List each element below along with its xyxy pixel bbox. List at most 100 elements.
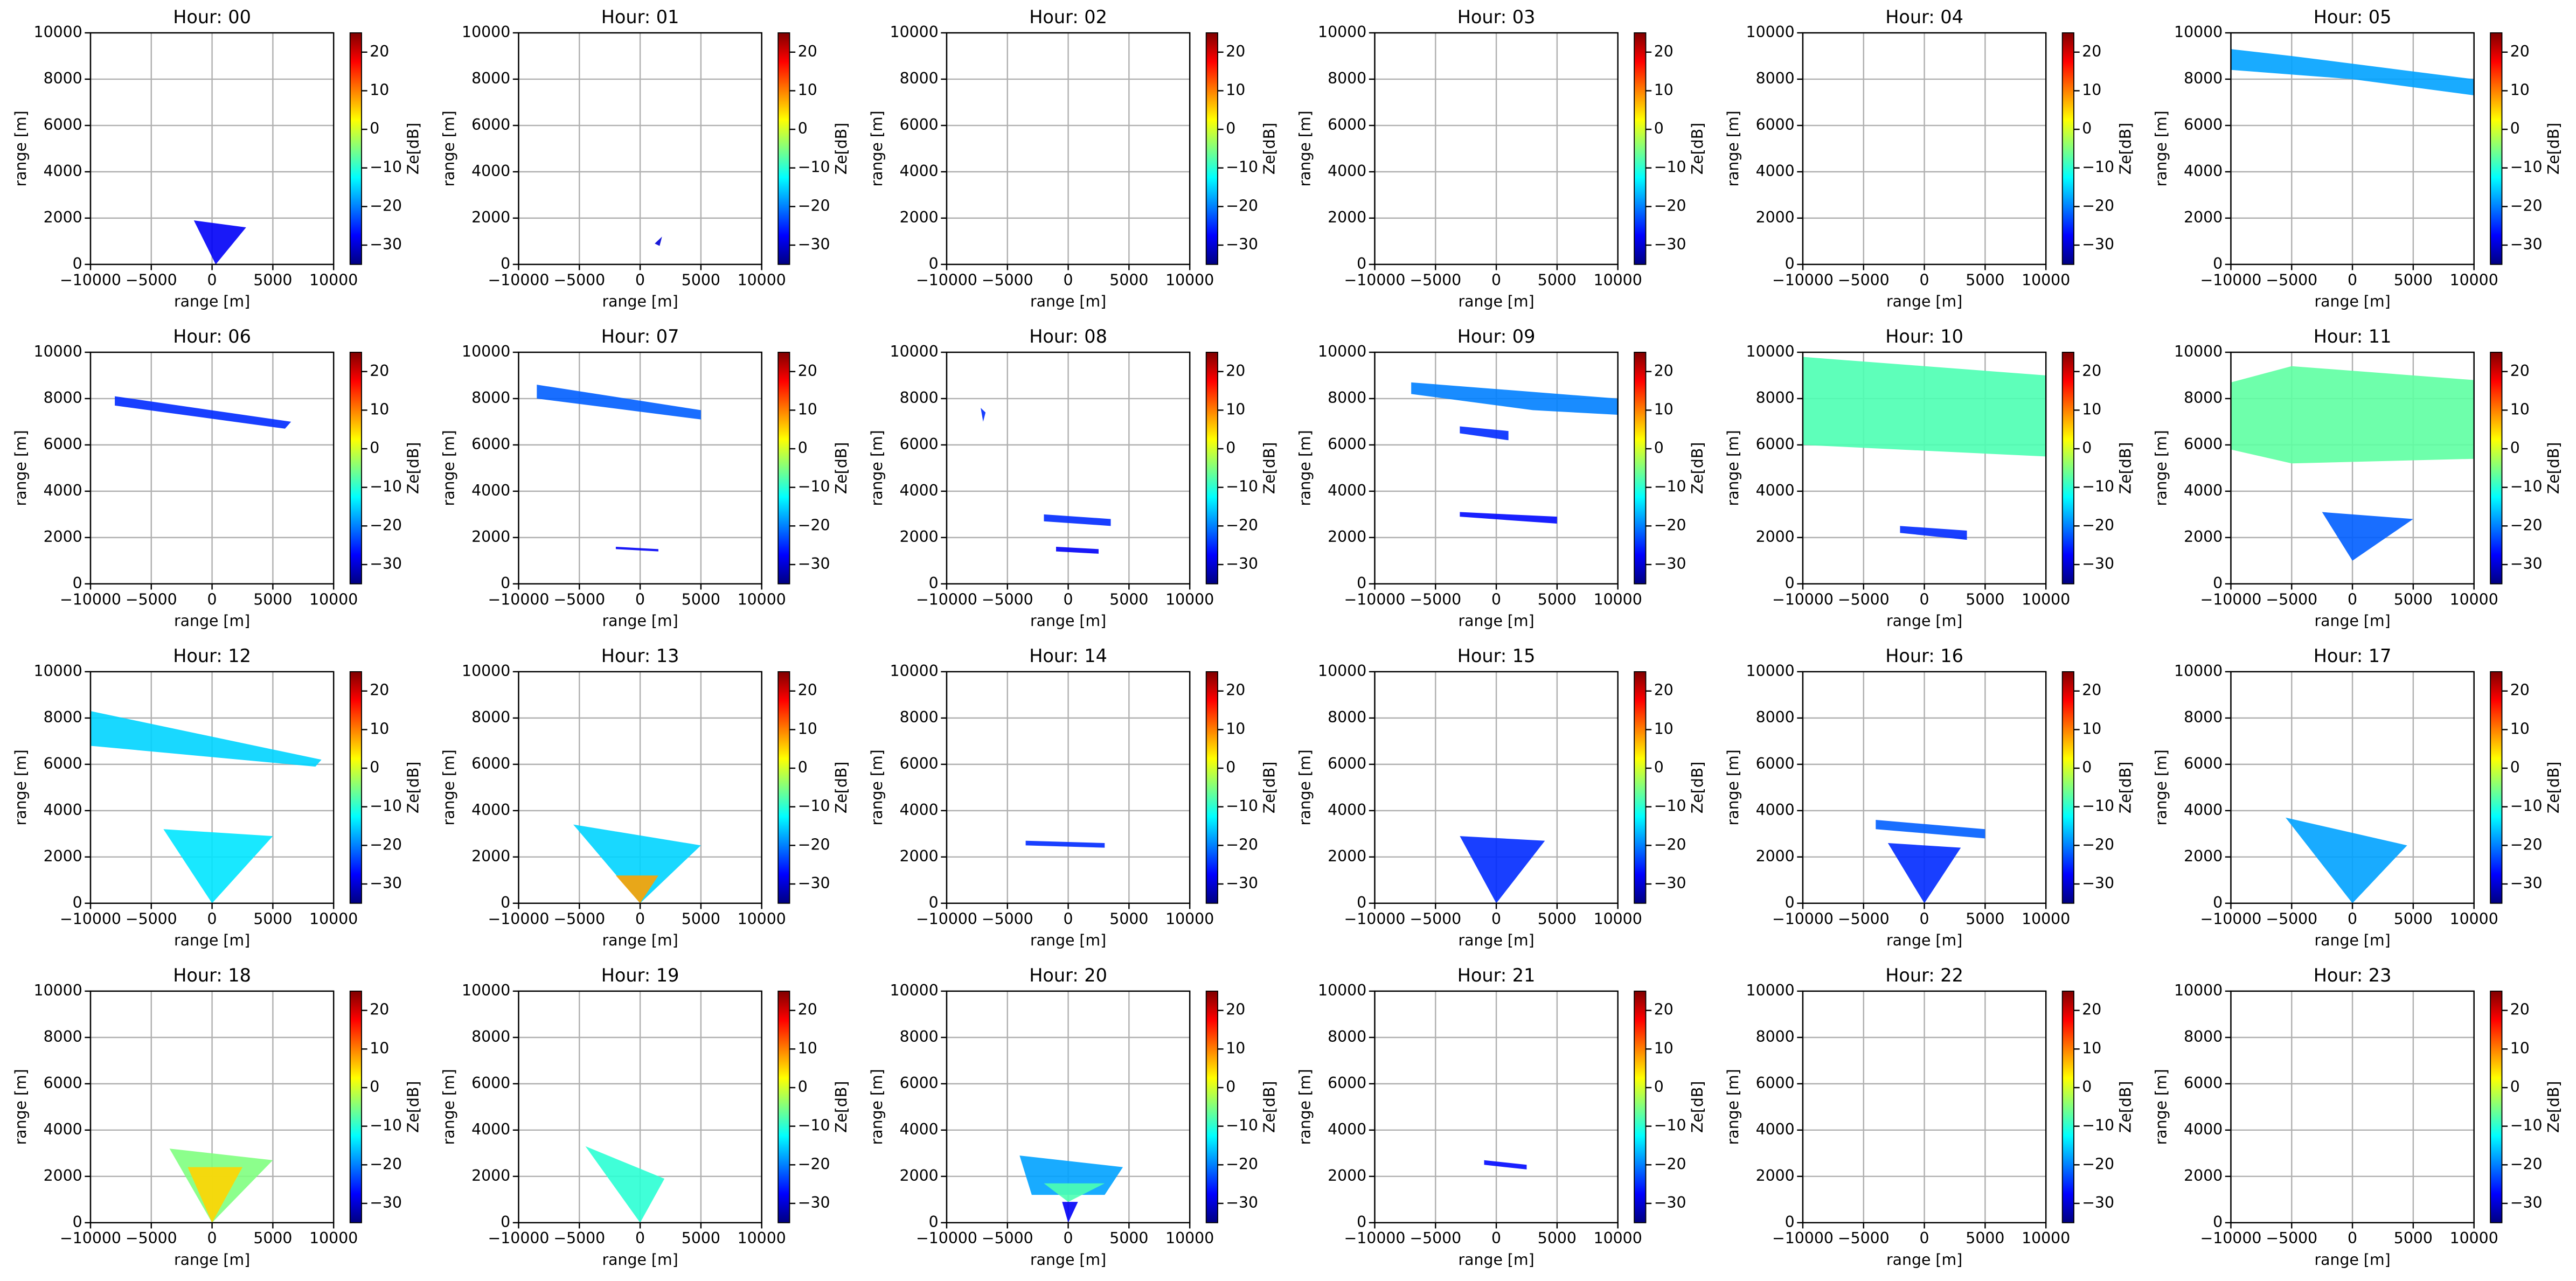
x-tick-label: 10000 xyxy=(2450,910,2498,928)
colorbar xyxy=(2490,671,2503,904)
colorbar-tick-label: −10 xyxy=(1654,797,1686,815)
axes-frame xyxy=(946,671,1191,904)
y-tick-label: 4000 xyxy=(900,482,939,499)
x-axis-label: range [m] xyxy=(1886,1251,1962,1269)
y-axis-label: range [m] xyxy=(440,749,457,825)
x-tick-label: −5000 xyxy=(2266,910,2317,928)
subplot-title: Hour: 02 xyxy=(1029,6,1107,27)
x-tick-label: 5000 xyxy=(1966,1229,2004,1247)
x-tick-label: 5000 xyxy=(253,590,292,608)
y-tick-label: 0 xyxy=(2213,894,2223,911)
x-tick-label: 10000 xyxy=(2450,590,2498,608)
subplot: −10000 −5000 0 5000 100000200040006000800010… xyxy=(1296,965,1706,1269)
x-tick-label: −5000 xyxy=(553,271,605,289)
y-tick-label: 4000 xyxy=(471,1120,510,1138)
echo xyxy=(1460,836,1545,903)
x-tick-label: 10000 xyxy=(738,1229,786,1247)
colorbar-tick-label: 10 xyxy=(370,400,389,418)
axes-frame xyxy=(2230,990,2475,1223)
y-axis-label: range [m] xyxy=(868,1069,886,1145)
colorbar-tick-label: −30 xyxy=(370,555,402,573)
subplot-title: Hour: 06 xyxy=(173,326,251,347)
colorbar-tick-label: 10 xyxy=(1226,1039,1245,1057)
colorbar-tick-label: 10 xyxy=(798,400,817,418)
echo xyxy=(2231,366,2474,464)
echo xyxy=(1025,840,1105,848)
x-tick-label: 0 xyxy=(1064,1229,1073,1247)
x-tick-label: −5000 xyxy=(553,590,605,608)
axes-frame xyxy=(1374,32,1619,266)
y-tick-label: 10000 xyxy=(1746,662,1795,680)
subplot: −10000 −5000 0 5000 100000200040006000800010… xyxy=(1296,6,1706,310)
y-tick-label: 6000 xyxy=(1328,435,1366,453)
subplot: −10000 −5000 0 5000 100000200040006000800010… xyxy=(2152,965,2563,1269)
colorbar-tick-label: 20 xyxy=(2510,1001,2530,1019)
y-tick-label: 8000 xyxy=(2184,708,2223,726)
colorbar-tick-label: −20 xyxy=(370,1155,402,1173)
y-tick-label: 4000 xyxy=(900,162,939,180)
subplot-title: Hour: 13 xyxy=(601,645,679,666)
colorbar-label: Ze[dB] xyxy=(405,442,422,494)
colorbar-tick-label: 20 xyxy=(1654,1001,1674,1019)
colorbar-tick-label: −20 xyxy=(2082,197,2114,214)
colorbar-tick-label: 10 xyxy=(2510,720,2530,737)
y-tick-label: 2000 xyxy=(1328,528,1366,546)
x-tick-label: 5000 xyxy=(1538,910,1577,928)
subplot: −10000 −5000 0 5000 100000200040006000800010… xyxy=(1296,326,1706,630)
y-tick-label: 2000 xyxy=(2184,528,2223,546)
y-tick-label: 10000 xyxy=(34,981,82,999)
colorbar-label: Ze[dB] xyxy=(405,762,422,813)
y-axis-label: range [m] xyxy=(1296,749,1314,825)
y-axis-label: range [m] xyxy=(1724,749,1742,825)
colorbar-tick-label: −30 xyxy=(798,555,830,573)
subplot-title: Hour: 19 xyxy=(601,965,679,986)
colorbar-tick-label: −20 xyxy=(1226,1155,1258,1173)
x-axis-label: range [m] xyxy=(1886,293,1962,310)
x-tick-label: 0 xyxy=(1920,271,1929,289)
colorbar-tick-label: 20 xyxy=(2082,43,2101,60)
axes-frame xyxy=(1374,990,1619,1223)
x-tick-label: −10000 xyxy=(1344,590,1406,608)
colorbar xyxy=(2061,352,2074,584)
echo xyxy=(615,547,658,552)
colorbar xyxy=(1205,671,1218,904)
subplot-title: Hour: 08 xyxy=(1029,326,1107,347)
y-tick-label: 10000 xyxy=(890,981,939,999)
axes-frame xyxy=(89,990,335,1223)
colorbar-tick-label: −20 xyxy=(798,197,830,214)
colorbar-tick-label: −30 xyxy=(1226,1194,1258,1212)
colorbar-tick-label: 10 xyxy=(798,1039,817,1057)
subplot: −10000 −5000 0 5000 100000200040006000800010… xyxy=(12,645,422,949)
y-tick-label: 8000 xyxy=(2184,1028,2223,1046)
x-axis-label: range [m] xyxy=(2314,612,2390,630)
x-axis-label: range [m] xyxy=(602,612,678,630)
y-axis-label: range [m] xyxy=(440,1069,457,1145)
colorbar-tick-label: −20 xyxy=(1654,836,1686,853)
y-tick-label: 2000 xyxy=(1756,528,1795,546)
colorbar-label: Ze[dB] xyxy=(1261,123,1279,175)
subplot-title: Hour: 14 xyxy=(1029,645,1107,666)
x-tick-label: −10000 xyxy=(1344,271,1406,289)
colorbar xyxy=(777,32,790,265)
y-tick-label: 2000 xyxy=(900,528,939,546)
x-tick-label: −5000 xyxy=(1409,910,1461,928)
colorbar-tick-label: −10 xyxy=(1226,158,1258,176)
echo xyxy=(1876,820,1985,839)
echo xyxy=(2285,817,2407,903)
y-tick-label: 8000 xyxy=(900,1028,939,1046)
y-tick-label: 8000 xyxy=(2184,69,2223,87)
colorbar-tick-label: −20 xyxy=(1654,1155,1686,1173)
colorbar xyxy=(349,352,362,584)
colorbar-tick-label: 20 xyxy=(370,1001,389,1019)
subplot: −10000 −5000 0 5000 100000200040006000800010… xyxy=(2152,326,2563,630)
colorbar-tick-label: −30 xyxy=(2082,555,2114,573)
y-tick-label: 6000 xyxy=(1756,116,1795,134)
x-tick-label: 5000 xyxy=(1966,910,2004,928)
y-axis-label: range [m] xyxy=(2152,1069,2170,1145)
colorbar-tick-label: −10 xyxy=(798,478,830,496)
y-tick-label: 10000 xyxy=(1746,981,1795,999)
x-tick-label: 10000 xyxy=(1594,910,1642,928)
axes-frame xyxy=(518,351,762,585)
colorbar xyxy=(1634,32,1647,265)
